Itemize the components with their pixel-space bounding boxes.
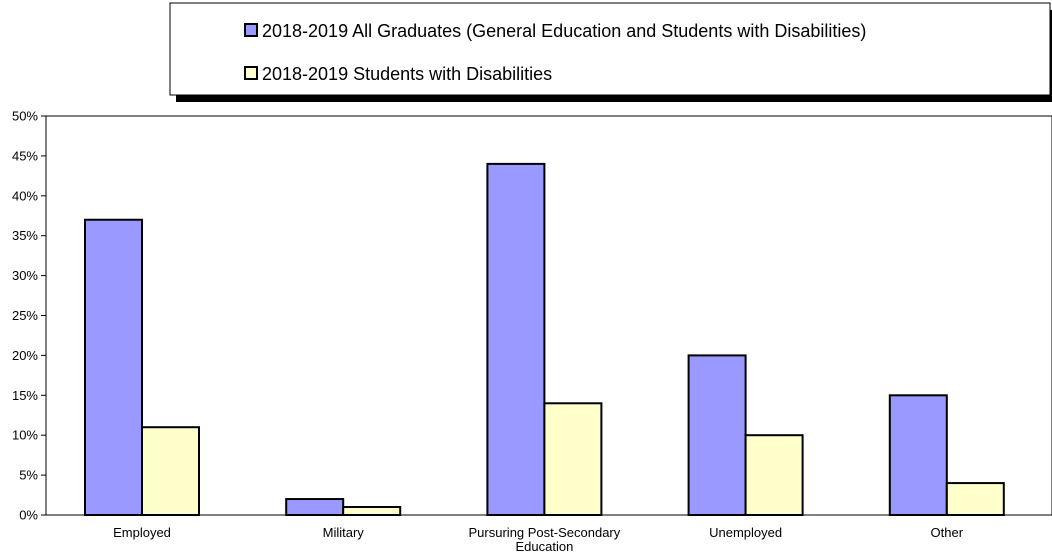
x-category-label: Other [931, 525, 964, 540]
x-category-label: Pursuring Post-Secondary Education [469, 525, 621, 554]
y-tick-label: 20% [12, 348, 38, 363]
y-tick-label: 0% [19, 508, 38, 523]
bar-series-2-cat-5 [945, 482, 1005, 516]
y-tick-label: 25% [12, 308, 38, 323]
y-tick-label: 5% [19, 468, 38, 483]
legend-label-series-2: 2018-2019 Students with Disabilities [262, 64, 552, 84]
legend-swatch-series-2 [244, 66, 258, 80]
bar-series-2-cat-4 [744, 434, 804, 517]
bar-series-2-cat-2 [342, 506, 402, 516]
y-tick-label: 10% [12, 428, 38, 443]
y-tick-label: 35% [12, 228, 38, 243]
y-tick-label: 45% [12, 148, 38, 163]
x-axis: Employed Military Pursuring Post-Secondary… [113, 525, 964, 554]
x-category-label: Employed [113, 525, 171, 540]
legend-box [169, 2, 1051, 96]
bar-series-2-cat-3 [543, 402, 603, 516]
y-tick-label: 40% [12, 188, 38, 203]
x-category-label: Unemployed [709, 525, 782, 540]
legend: 2018-2019 All Graduates (General Educati… [169, 2, 1052, 102]
bar-series-2-cat-1 [141, 426, 200, 516]
y-axis: 0% 5% 10% 15% 20% 25% 30% 35% 40% 45% 50% [12, 109, 46, 523]
bars [84, 162, 1005, 517]
legend-label-series-1: 2018-2019 All Graduates (General Educati… [262, 21, 866, 41]
y-tick-label: 30% [12, 268, 38, 283]
bar-series-1-cat-5 [888, 394, 948, 516]
bar-series-1-cat-4 [687, 354, 747, 516]
plot-area: 0% 5% 10% 15% 20% 25% 30% 35% 40% 45% 50% Employed… [12, 109, 1052, 554]
legend-swatch-series-1 [244, 23, 258, 37]
bar-series-1-cat-3 [486, 162, 546, 516]
y-tick-label: 15% [12, 388, 38, 403]
x-category-label: Military [323, 525, 365, 540]
bar-series-1-cat-2 [285, 498, 345, 517]
bar-series-1-cat-1 [84, 218, 143, 517]
y-tick-label: 50% [12, 109, 38, 124]
